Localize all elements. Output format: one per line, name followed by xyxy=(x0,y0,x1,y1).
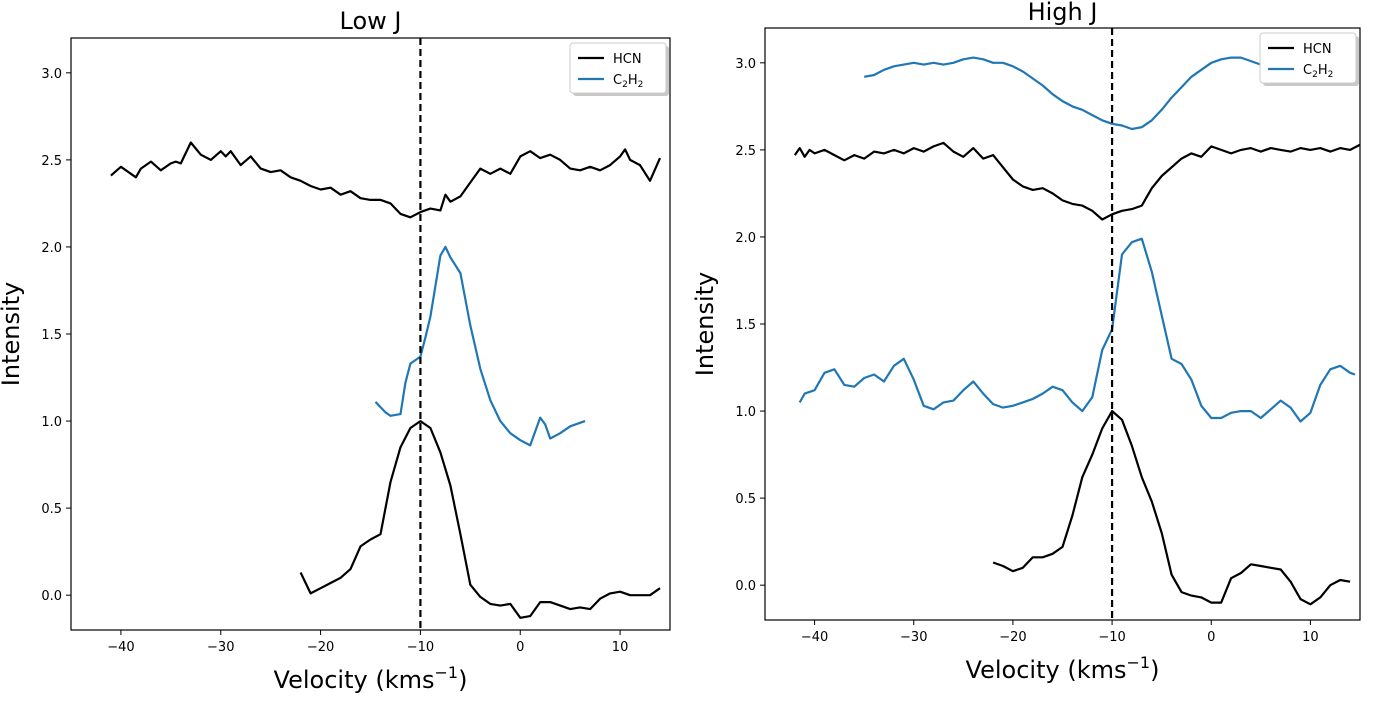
high-j-xtick-label: 10 xyxy=(1302,630,1319,645)
high-j-plot-area xyxy=(793,28,1360,620)
low-j-xtick-label: 0 xyxy=(516,640,524,655)
low-j-xtick-label: 10 xyxy=(612,640,629,655)
high-j-ylabel: Intensity xyxy=(691,272,719,376)
high-j-legend-label-1: C2H2 xyxy=(1303,63,1333,80)
high-j-ytick-label: 2.0 xyxy=(735,231,756,246)
high-j-xlabel: Velocity (kms−1) xyxy=(966,653,1160,684)
low-j-ytick-label: 2.5 xyxy=(41,154,62,169)
low-j-series-line-2 xyxy=(299,420,661,619)
high-j-legend-box xyxy=(1259,32,1357,84)
high-j-legend-label-0: HCN xyxy=(1303,42,1332,57)
low-j-ytick-label: 2.0 xyxy=(41,241,62,256)
low-j-xtick-label: −10 xyxy=(407,640,434,655)
high-j-xtick-label: 0 xyxy=(1207,630,1215,645)
high-j-ytick-label: 1.0 xyxy=(735,405,756,420)
high-j-series-line-2 xyxy=(798,237,1356,423)
low-j-legend-label-0: HCN xyxy=(613,52,642,67)
high-j-axes-frame xyxy=(764,27,1361,621)
low-j-ytick-label: 0.5 xyxy=(41,502,62,517)
low-j-ylabel: Intensity xyxy=(0,282,25,386)
high-j-ytick-label: 0.0 xyxy=(735,579,756,594)
low-j-ytick-label: 3.0 xyxy=(41,67,62,82)
high-j-xtick-label: −40 xyxy=(801,630,828,645)
high-j-ytick-label: 1.5 xyxy=(735,318,756,333)
low-j-ytick-label: 1.0 xyxy=(41,415,62,430)
high-j-ytick-label: 2.5 xyxy=(735,144,756,159)
high-j-series-line-1 xyxy=(793,141,1360,221)
high-j-panel: High J −40 −30 −20 −10 0 10 0.0 0.5 1.0 1.5 2.0 2.5… xyxy=(691,0,1361,684)
low-j-xlabel: Velocity (kms−1) xyxy=(274,663,468,694)
low-j-ytick-label: 0.0 xyxy=(41,589,62,604)
high-j-ytick-label: 3.0 xyxy=(735,57,756,72)
low-j-series-line-1 xyxy=(374,245,586,447)
low-j-xtick-label: −20 xyxy=(307,640,334,655)
low-j-legend-box xyxy=(569,42,667,94)
low-j-legend: HCN C2H2 xyxy=(569,42,669,96)
low-j-title: Low J xyxy=(340,7,402,35)
low-j-plot-area xyxy=(110,38,662,630)
high-j-xtick-label: −30 xyxy=(900,630,927,645)
high-j-title: High J xyxy=(1028,0,1098,26)
low-j-series-line-0 xyxy=(110,141,662,219)
high-j-xtick-label: −10 xyxy=(1098,630,1125,645)
high-j-legend: HCN C2H2 xyxy=(1259,32,1359,86)
low-j-panel: Low J −40 −30 −20 −10 0 10 0.0 0.5 1.0 1.5 2.0 2.5 3… xyxy=(0,7,671,694)
low-j-xtick-label: −40 xyxy=(107,640,134,655)
high-j-xtick-label: −20 xyxy=(999,630,1026,645)
low-j-ytick-label: 1.5 xyxy=(41,328,62,343)
low-j-axes-frame xyxy=(70,37,671,631)
high-j-series-line-3 xyxy=(992,410,1351,606)
low-j-legend-label-1: C2H2 xyxy=(613,73,643,90)
high-j-ytick-label: 0.5 xyxy=(735,492,756,507)
low-j-xtick-label: −30 xyxy=(207,640,234,655)
